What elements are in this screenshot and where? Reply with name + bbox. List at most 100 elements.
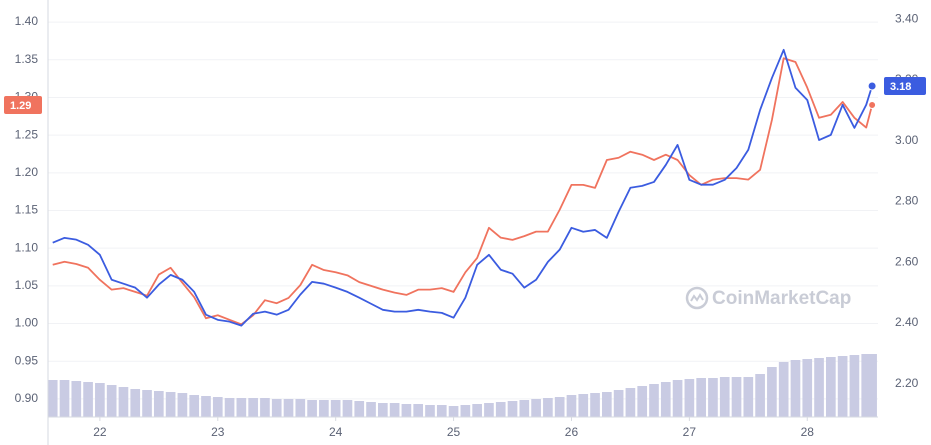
volume-bar (153, 391, 164, 417)
volume-bar (95, 383, 105, 417)
y-tick-label: 1.05 (15, 278, 39, 292)
volume-bar (802, 359, 813, 417)
volume-bar (177, 393, 188, 417)
volume-bar (755, 374, 765, 417)
watermark-group: CoinMarketCap (685, 286, 851, 310)
volume-bar (826, 357, 836, 417)
volume-bar (165, 392, 176, 417)
volume-bar (554, 397, 565, 417)
volume-bar (507, 401, 518, 417)
price-line (52, 57, 873, 326)
last-value-label: 1.29 (10, 100, 31, 112)
volume-bar (330, 400, 341, 417)
volume-bar (578, 394, 589, 417)
x-tick-label: 27 (683, 425, 697, 439)
volume-bar (790, 360, 801, 417)
labels: 0.900.951.001.051.101.151.201.251.301.35… (4, 11, 926, 439)
volume-bar (130, 389, 141, 417)
y2-tick-label: 3.40 (895, 11, 919, 25)
volume-bar (118, 387, 129, 417)
x-tick-label: 25 (447, 425, 461, 439)
volume-bar (602, 392, 612, 417)
volume-bar (71, 381, 82, 417)
volume-bar (319, 400, 329, 417)
volume-bar (743, 377, 754, 417)
volume-bar (342, 400, 353, 417)
volume-bar (307, 400, 317, 417)
volume-bar (48, 380, 58, 417)
y-tick-label: 1.25 (15, 127, 39, 141)
volume-bar (83, 382, 93, 417)
volume-bar (543, 398, 553, 417)
volume-bar (484, 403, 494, 417)
volume-bar (260, 398, 270, 417)
volume-bar (566, 395, 577, 417)
x-tick-label: 26 (565, 425, 579, 439)
y-tick-label: 1.35 (15, 52, 39, 66)
volume-bar (861, 354, 872, 417)
last-value-tag (4, 95, 42, 114)
x-tick-label: 22 (93, 425, 107, 439)
volume-bar (448, 406, 459, 417)
volume-bar (283, 399, 294, 417)
volume-bar (637, 386, 648, 417)
y2-tick-label: 2.80 (895, 194, 919, 208)
last-value-label: 3.18 (890, 81, 911, 93)
volume-bar (472, 404, 482, 417)
watermark-logo (685, 286, 709, 310)
grid (48, 21, 878, 400)
volume-bar (142, 390, 152, 417)
last-point (867, 81, 877, 91)
y2-tick-label: 2.40 (895, 315, 919, 329)
y-tick-label: 0.95 (15, 353, 39, 367)
volume-bar (696, 378, 706, 417)
y-tick-label: 1.00 (15, 316, 39, 330)
volume-bar (519, 400, 530, 417)
volume-bar (731, 377, 742, 417)
volume-bar (719, 377, 730, 417)
volume-bar (849, 355, 860, 417)
lines (52, 48, 873, 327)
volume-bar (189, 395, 200, 417)
volume-bar (236, 398, 247, 417)
volume-bar (531, 399, 541, 417)
volume-bar (778, 362, 789, 417)
volume-bar (224, 398, 235, 417)
volume-bar (460, 405, 471, 417)
volume-bar (366, 402, 376, 417)
volume-bar (413, 404, 424, 417)
volume-bar (613, 390, 624, 417)
volume-bar (837, 356, 848, 417)
price-line (52, 48, 873, 327)
volume-bar (354, 401, 365, 417)
volume-bar (401, 404, 412, 417)
volume-bar (436, 405, 447, 417)
x-tick-label: 28 (801, 425, 815, 439)
y2-tick-label: 3.00 (895, 133, 919, 147)
volume-bar (389, 403, 400, 417)
volume-bar (106, 385, 117, 417)
volume-bar (271, 399, 282, 417)
volume-bar (295, 399, 306, 417)
volume-bar (201, 396, 211, 417)
volume-bar (767, 367, 777, 417)
x-tick-label: 23 (211, 425, 225, 439)
volume-bar (425, 405, 435, 417)
volume-bars (48, 354, 877, 417)
volume-bar (495, 402, 506, 417)
watermark: CoinMarketCap (712, 288, 851, 309)
y2-tick-label: 2.20 (895, 376, 919, 390)
last-value-tag (884, 76, 926, 95)
y-tick-label: 1.15 (15, 203, 39, 217)
y2-tick-label: 2.60 (895, 254, 919, 268)
volume-bar (684, 379, 695, 417)
volume-bar (867, 354, 877, 417)
x-tick-label: 24 (329, 425, 343, 439)
last-point (868, 100, 877, 109)
volume-bar (377, 403, 388, 417)
volume-bar (649, 384, 659, 417)
volume-bar (625, 388, 636, 417)
volume-bar (672, 380, 683, 417)
volume-bar (212, 397, 223, 417)
